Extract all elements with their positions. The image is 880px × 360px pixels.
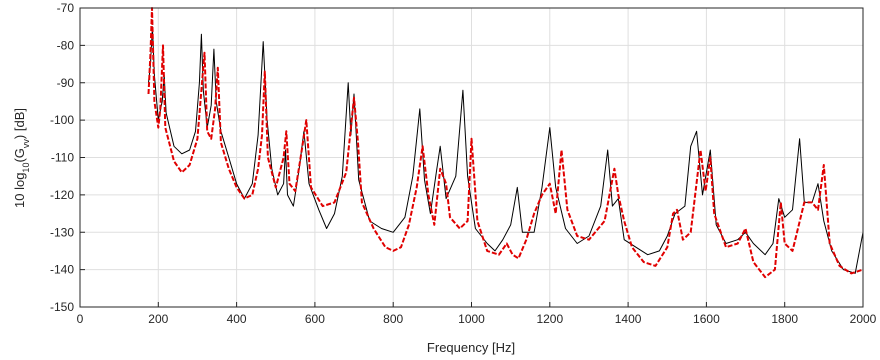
y-tick-label: -70 bbox=[57, 1, 75, 15]
x-axis-label: Frequency [Hz] bbox=[427, 340, 515, 355]
y-label-part: (G bbox=[12, 148, 27, 162]
y-label-part: 10 bbox=[21, 163, 31, 173]
y-tick-label: -130 bbox=[50, 225, 74, 239]
x-tick-label: 1800 bbox=[771, 312, 798, 326]
x-tick-label: 1200 bbox=[536, 312, 563, 326]
y-tick-label: -110 bbox=[51, 151, 74, 165]
y-tick-label: -120 bbox=[50, 188, 74, 202]
y-tick-label: -100 bbox=[50, 113, 74, 127]
plot-frame bbox=[79, 7, 864, 308]
x-tick-label: 800 bbox=[383, 312, 403, 326]
x-tick-label: 1400 bbox=[615, 312, 642, 326]
x-tick-label: 2000 bbox=[850, 312, 877, 326]
y-tick-label: -150 bbox=[50, 300, 74, 314]
y-label-part: ) [dB] bbox=[12, 108, 27, 139]
x-tick-label: 200 bbox=[148, 312, 168, 326]
y-tick-label: -80 bbox=[57, 38, 75, 52]
x-tick-label: 0 bbox=[77, 312, 84, 326]
x-tick-label: 400 bbox=[227, 312, 247, 326]
x-tick-label: 600 bbox=[305, 312, 325, 326]
y-axis-label: 10 log10(Gvv) [dB] bbox=[12, 108, 31, 208]
data-line bbox=[148, 26, 864, 274]
data-line bbox=[147, 7, 864, 279]
y-label-part: vv bbox=[21, 139, 31, 149]
y-label-part: 10 log bbox=[12, 173, 27, 208]
x-tick-label: 1600 bbox=[693, 312, 720, 326]
y-tick-label: -90 bbox=[57, 76, 75, 90]
y-tick-label: -140 bbox=[50, 263, 74, 277]
x-tick-label: 1000 bbox=[458, 312, 485, 326]
